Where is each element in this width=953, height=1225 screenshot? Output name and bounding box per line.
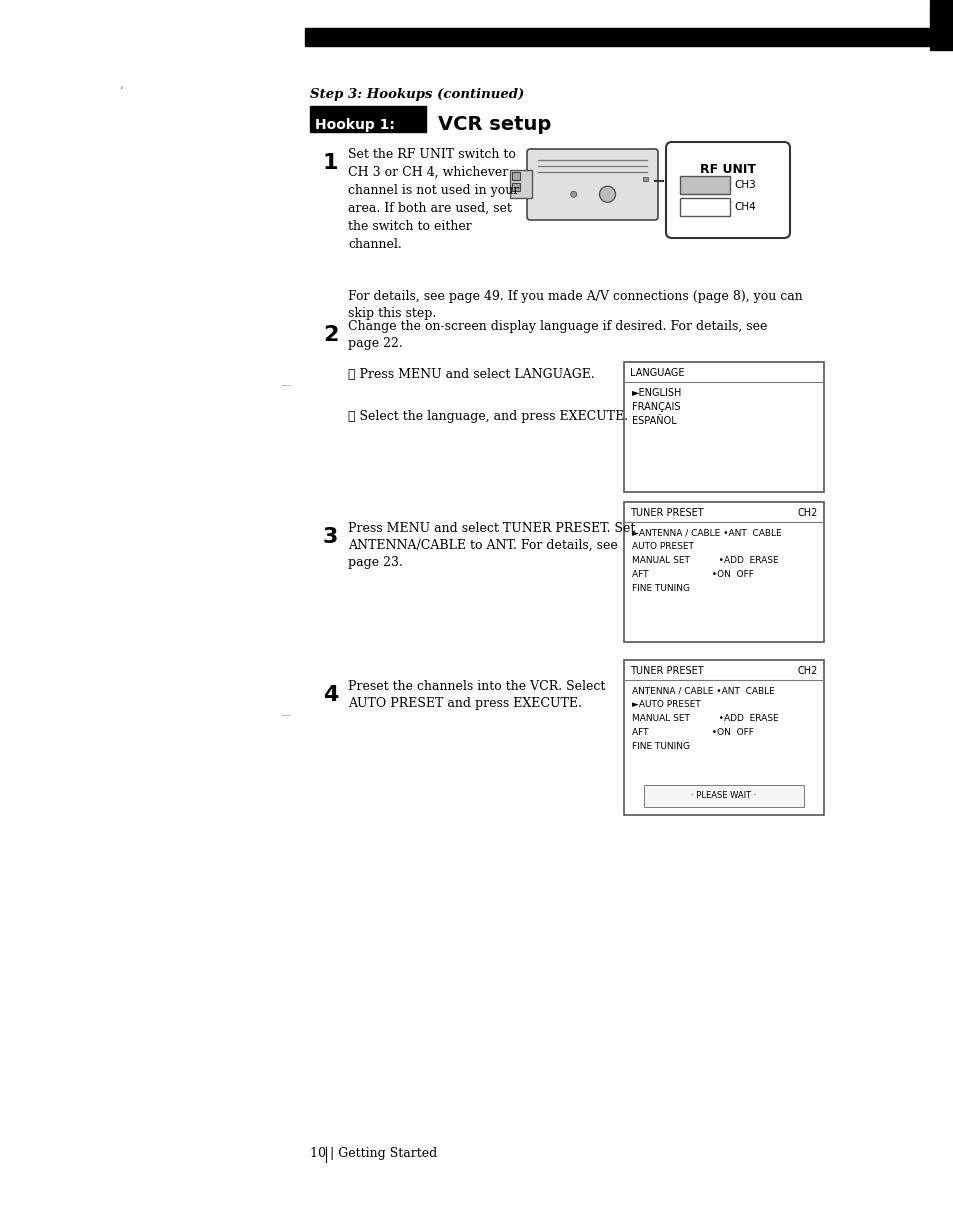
Text: area. If both are used, set: area. If both are used, set [348,202,512,216]
Text: ►ENGLISH: ►ENGLISH [631,388,681,398]
Bar [679,176,729,194]
Text: CH 3 or CH 4, whichever: CH 3 or CH 4, whichever [348,167,508,179]
Bar [623,502,823,642]
Text: · PLEASE WAIT ·: · PLEASE WAIT · [691,791,756,800]
Bar [642,176,647,181]
Text: AUTO PRESET and press EXECUTE.: AUTO PRESET and press EXECUTE. [348,697,581,710]
Text: MANUAL SET          •ADD  ERASE: MANUAL SET •ADD ERASE [631,556,778,565]
Circle shape [598,186,615,202]
Text: CH2: CH2 [797,666,817,676]
Text: ‘: ‘ [120,85,124,98]
Text: ►ANTENNA / CABLE •ANT  CABLE: ►ANTENNA / CABLE •ANT CABLE [631,528,781,537]
Text: Change the on-screen display language if desired. For details, see: Change the on-screen display language if… [348,320,766,333]
Text: 3: 3 [323,527,338,548]
Text: ANTENNA / CABLE •ANT  CABLE: ANTENNA / CABLE •ANT CABLE [631,686,774,695]
Text: ANTENNA/CABLE to ANT. For details, see: ANTENNA/CABLE to ANT. For details, see [348,539,618,552]
Text: 10 | Getting Started: 10 | Getting Started [310,1147,436,1160]
Text: FINE TUNING: FINE TUNING [631,584,689,593]
Text: Set the RF UNIT switch to: Set the RF UNIT switch to [348,148,516,160]
Bar [623,363,823,492]
FancyBboxPatch shape [665,142,789,238]
Text: skip this step.: skip this step. [348,307,436,320]
Circle shape [570,191,577,197]
Text: ① Press MENU and select LANGUAGE.: ① Press MENU and select LANGUAGE. [348,368,594,381]
Text: 2: 2 [323,325,338,345]
Text: ––: –– [280,710,291,720]
Text: AFT                      •ON  OFF: AFT •ON OFF [631,570,753,579]
Text: 1: 1 [323,153,338,173]
Text: TUNER PRESET: TUNER PRESET [629,508,703,518]
Text: FRANÇAIS: FRANÇAIS [631,402,679,412]
Text: FINE TUNING: FINE TUNING [631,742,689,751]
Text: For details, see page 49. If you made A/V connections (page 8), you can: For details, see page 49. If you made A/… [348,290,801,303]
Text: TUNER PRESET: TUNER PRESET [629,666,703,676]
Text: channel is not used in your: channel is not used in your [348,184,518,197]
Bar [643,785,803,807]
Text: AFT                      •ON  OFF: AFT •ON OFF [631,728,753,737]
Bar [310,107,426,132]
Text: Hookup 1:: Hookup 1: [314,118,395,132]
Text: VCR setup: VCR setup [437,115,551,135]
Text: ––: –– [280,380,291,390]
Text: CH3: CH3 [733,180,755,190]
Bar [512,172,519,180]
Text: LANGUAGE: LANGUAGE [629,368,684,379]
Text: CH4: CH4 [733,202,755,212]
Text: Step 3: Hookups (continued): Step 3: Hookups (continued) [310,88,524,100]
Bar [510,170,532,198]
Text: ESPAÑOL: ESPAÑOL [631,417,676,426]
Text: 4: 4 [323,685,338,706]
Bar [512,183,519,191]
Text: page 23.: page 23. [348,556,402,568]
Text: channel.: channel. [348,238,401,251]
Bar [679,198,729,216]
Bar [929,0,953,50]
Text: page 22.: page 22. [348,337,402,350]
Bar [305,28,946,47]
Text: ② Select the language, and press EXECUTE.: ② Select the language, and press EXECUTE… [348,410,627,423]
Text: MANUAL SET          •ADD  ERASE: MANUAL SET •ADD ERASE [631,714,778,723]
Text: ►AUTO PRESET: ►AUTO PRESET [631,699,700,709]
Bar [623,660,823,815]
Text: CH2: CH2 [797,508,817,518]
Text: Preset the channels into the VCR. Select: Preset the channels into the VCR. Select [348,680,605,693]
Text: the switch to either: the switch to either [348,220,471,233]
FancyBboxPatch shape [526,149,658,220]
Text: RF UNIT: RF UNIT [700,163,755,176]
Text: AUTO PRESET: AUTO PRESET [631,541,693,551]
Text: Press MENU and select TUNER PRESET. Set: Press MENU and select TUNER PRESET. Set [348,522,635,535]
